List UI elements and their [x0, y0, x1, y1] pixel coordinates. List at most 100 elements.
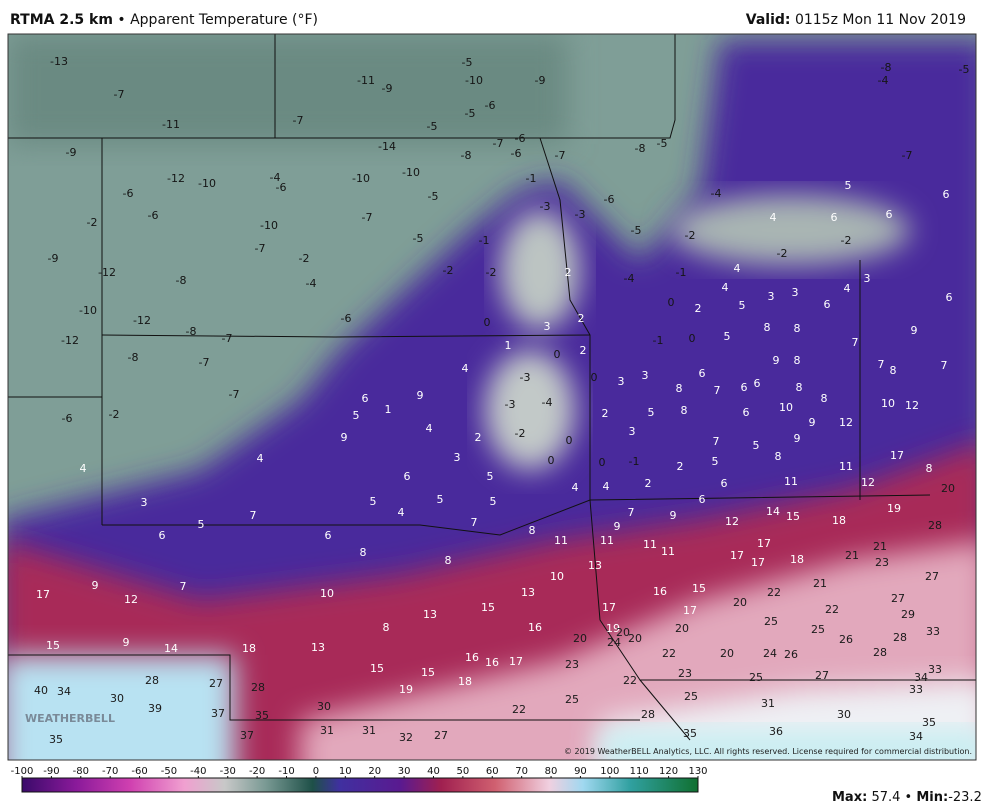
temp-label: 20 [616, 626, 630, 639]
temp-label: -7 [902, 149, 913, 162]
temp-label: 0 [599, 456, 606, 469]
temp-label: 4 [426, 422, 433, 435]
temp-label: 17 [730, 549, 744, 562]
colorbar-tick-label: 110 [630, 766, 649, 777]
temp-label: -8 [176, 274, 187, 287]
temp-label: 19 [606, 622, 620, 635]
temp-label: -11 [357, 74, 375, 87]
temp-label: 8 [775, 450, 782, 463]
temp-label: 7 [713, 435, 720, 448]
temp-label: -5 [657, 137, 668, 150]
temp-label: 22 [767, 586, 781, 599]
colorbar-tick-label: 80 [545, 766, 558, 777]
temp-label: 19 [887, 502, 901, 515]
temp-label: 4 [572, 481, 579, 494]
temp-label: 5 [712, 455, 719, 468]
temp-label: 22 [825, 603, 839, 616]
temp-label: 13 [311, 641, 325, 654]
temp-label: -4 [624, 272, 635, 285]
colorbar-tick-label: 20 [368, 766, 381, 777]
temp-label: -5 [428, 190, 439, 203]
temp-label: 23 [875, 556, 889, 569]
temp-label: 16 [465, 651, 479, 664]
temp-label: 20 [628, 632, 642, 645]
temp-label: 18 [790, 553, 804, 566]
temp-label: 14 [164, 642, 178, 655]
temp-label: 27 [925, 570, 939, 583]
temp-label: 20 [941, 482, 955, 495]
temp-label: 21 [873, 540, 887, 553]
logo: WEATHERBELL [25, 712, 115, 725]
temp-label: 6 [362, 392, 369, 405]
temp-label: 4 [734, 262, 741, 275]
temp-label: -7 [114, 88, 125, 101]
temp-label: 28 [928, 519, 942, 532]
temp-label: -12 [167, 172, 185, 185]
colorbar-tick-label: 10 [339, 766, 352, 777]
temp-label: 3 [544, 320, 551, 333]
temp-label: 17 [36, 588, 50, 601]
temp-label: 25 [684, 690, 698, 703]
temp-label: 3 [768, 290, 775, 303]
temp-label: 17 [757, 537, 771, 550]
temp-label: 26 [784, 648, 798, 661]
temp-label: -8 [635, 142, 646, 155]
temp-label: 2 [565, 266, 572, 279]
temp-label: -6 [515, 132, 526, 145]
temp-label: 8 [796, 381, 803, 394]
temp-label: 28 [251, 681, 265, 694]
temp-label: 7 [250, 509, 257, 522]
temp-label: 18 [458, 675, 472, 688]
temp-label: -2 [87, 216, 98, 229]
temp-label: 11 [784, 475, 798, 488]
temp-label: 6 [325, 529, 332, 542]
temp-label: 25 [565, 693, 579, 706]
temp-label: -2 [109, 408, 120, 421]
temp-label: 6 [741, 381, 748, 394]
temp-label: 9 [417, 389, 424, 402]
temp-label: 33 [926, 625, 940, 638]
temp-label: -4 [306, 277, 317, 290]
footer: Max: 57.4 • Min:-23.2 [832, 790, 982, 805]
temp-label: 13 [423, 608, 437, 621]
temp-label: -5 [462, 56, 473, 69]
temp-label: -1 [629, 455, 640, 468]
temp-label: 22 [662, 647, 676, 660]
colorbar-tick-label: -80 [73, 766, 89, 777]
min: -23.2 [948, 790, 982, 805]
temp-label: -7 [362, 211, 373, 224]
temp-label: 5 [845, 179, 852, 192]
temp-label: 24 [763, 647, 777, 660]
temp-label: 8 [794, 354, 801, 367]
temp-label: 1 [505, 339, 512, 352]
temp-label: -10 [352, 172, 370, 185]
temp-label: -6 [123, 187, 134, 200]
temp-label: 20 [573, 632, 587, 645]
temp-label: 6 [754, 377, 761, 390]
header-right: Valid: 0115z Mon 11 Nov 2019 [746, 12, 966, 28]
map-background [8, 34, 976, 760]
temp-label: 3 [629, 425, 636, 438]
temp-label: 3 [454, 451, 461, 464]
temp-label: 2 [677, 460, 684, 473]
temp-label: -7 [555, 149, 566, 162]
temp-label: 13 [588, 559, 602, 572]
separator: • [905, 790, 913, 805]
temp-label: 6 [824, 298, 831, 311]
colorbar-tick-label: 50 [457, 766, 470, 777]
temp-label: -7 [255, 242, 266, 255]
temp-label: 6 [831, 211, 838, 224]
temp-label: 10 [320, 587, 334, 600]
temp-label: 8 [529, 524, 536, 537]
temp-label: -12 [98, 266, 116, 279]
colorbar-tick-label: 130 [688, 766, 707, 777]
temp-label: 17 [602, 601, 616, 614]
temp-label: 5 [198, 518, 205, 531]
temp-label: 14 [766, 505, 780, 518]
temp-label: -2 [299, 252, 310, 265]
temp-label: 0 [484, 316, 491, 329]
temp-label: 3 [618, 375, 625, 388]
colorbar-tick-label: 100 [600, 766, 619, 777]
